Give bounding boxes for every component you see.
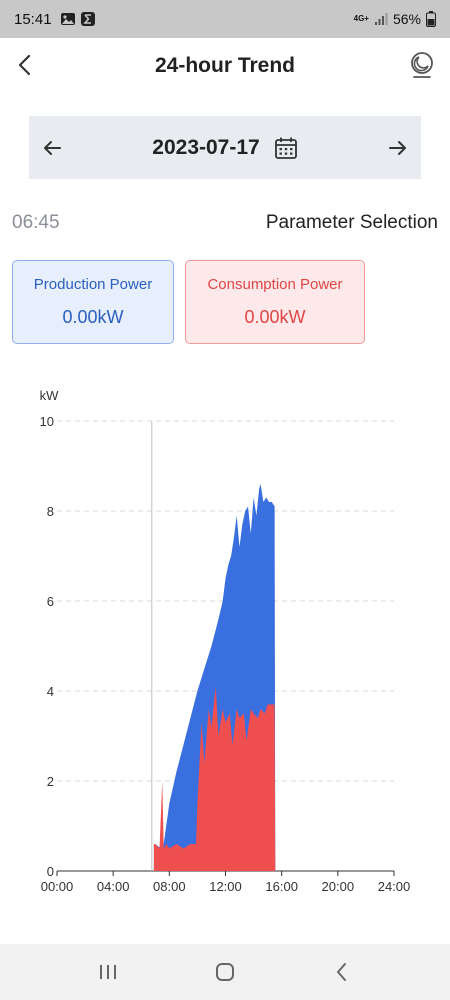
production-power-card[interactable]: Production Power 0.00kW [12,260,174,344]
x-tick-label: 08:00 [153,879,186,894]
system-nav-bar [0,944,450,1000]
production-power-label: Production Power [33,276,153,293]
consumption-power-label: Consumption Power [207,276,343,293]
y-tick-label: 10 [40,414,54,429]
arrow-right-icon [389,140,406,155]
status-time: 15:41 [14,10,52,28]
consumption-power-area [153,686,276,871]
home-icon [215,963,234,981]
battery-icon [426,11,436,27]
page-title: 24-hour Trend [154,54,296,77]
trend-chart[interactable]: 0 2 4 6 8 10 kW 00:00 04:00 08:00 12:00 16:00 20:00 2… [0,380,450,900]
calendar-icon[interactable] [274,136,298,160]
app-header: 24-hour Trend [0,38,450,94]
date-navigator: 2023-07-17 [29,116,421,179]
network-type: 4G+ [353,14,369,23]
production-power-value: 0.00kW [62,307,124,327]
home-button[interactable] [205,952,245,992]
gallery-icon [60,13,75,25]
consumption-power-card[interactable]: Consumption Power 0.00kW [185,260,365,344]
y-axis-label: kW [40,388,60,403]
system-back-button[interactable] [322,952,362,992]
x-tick-label: 20:00 [322,879,355,894]
signal-icon [374,13,388,25]
moon-theme-icon[interactable] [408,50,436,80]
y-tick-label: 0 [47,864,54,879]
y-tick-label: 6 [47,594,54,609]
status-right: 4G+ 56% [354,11,436,27]
arrow-left-icon [44,140,61,155]
battery-percent: 56% [392,11,421,27]
chevron-left-icon[interactable] [10,50,40,80]
back-icon [336,963,346,981]
consumption-power-value: 0.00kW [244,307,306,327]
recent-apps-icon [100,965,117,979]
date-picker[interactable]: 2023-07-17 [75,136,375,160]
x-tick-label: 04:00 [97,879,130,894]
sigma-app-icon [80,12,95,26]
trend-chart-svg[interactable]: 0 2 4 6 8 10 kW 00:00 04:00 08:00 12:00 16:00 20:00 2… [0,380,450,900]
x-tick-label: 16:00 [265,879,298,894]
y-tick-label: 8 [47,504,54,519]
y-tick-label: 4 [47,684,54,699]
recent-apps-button[interactable] [88,952,128,992]
parameter-selection-button[interactable]: Parameter Selection [265,212,438,233]
x-tick-label: 12:00 [209,879,242,894]
x-tick-label: 24:00 [378,879,411,894]
y-tick-label: 2 [47,774,54,789]
status-bar: 15:41 4G+ 56% [0,0,450,38]
next-day-button[interactable] [375,116,421,179]
selected-date: 2023-07-17 [152,135,260,159]
x-tick-label: 00:00 [41,879,74,894]
prev-day-button[interactable] [29,116,75,179]
cursor-time: 06:45 [12,212,60,233]
